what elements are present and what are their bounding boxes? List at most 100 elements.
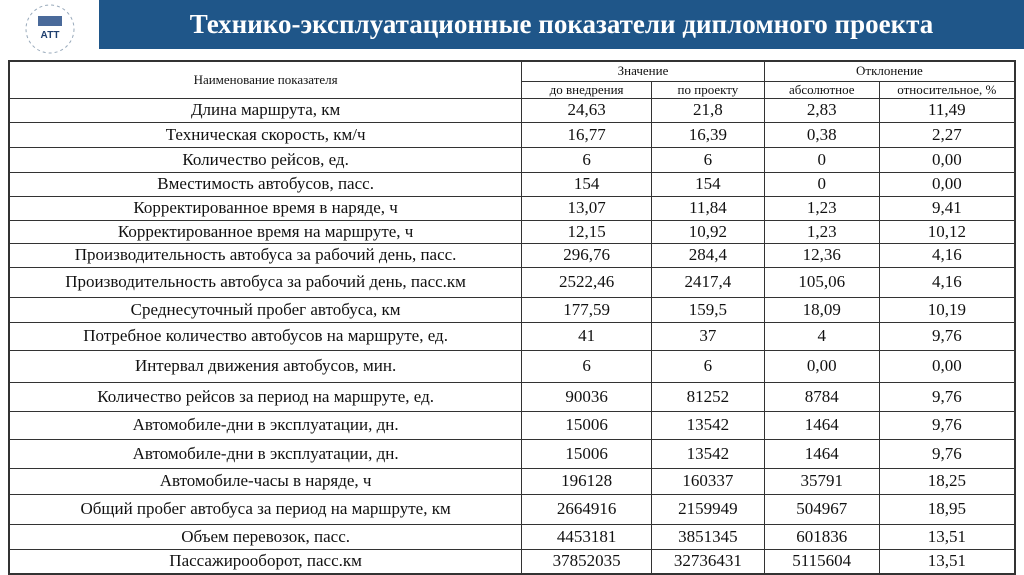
indicator-name: Объем перевозок, пасс. [8,523,523,550]
cell-value: 15006 [521,438,652,469]
cell-value: 12,15 [521,219,652,244]
indicator-name: Среднесуточный пробег автобуса, км [8,296,523,323]
cell-value: 1,23 [763,195,880,221]
cell-value: 601836 [763,523,880,550]
cell-value: 16,77 [521,121,652,148]
cell-value: 1464 [763,410,880,440]
cell-value: 13,51 [878,548,1016,575]
table-row: Количество рейсов, ед. 6 6 0 0,00 [8,146,1016,173]
cell-value: 196128 [521,467,652,495]
cell-value: 6 [650,146,765,173]
indicator-name: Пассажирооборот, пасс.км [8,548,523,575]
cell-value: 0 [763,171,880,197]
table-row: Длина маршрута, км 24,63 21,8 2,83 11,49 [8,97,1016,123]
cell-value: 10,92 [650,219,765,244]
cell-value: 81252 [650,381,765,412]
header-absolute: абсолютное [763,80,880,99]
cell-value: 177,59 [521,296,652,323]
cell-value: 15006 [521,410,652,440]
table-row: Автомобиле-дни в эксплуатации, дн. 15006 1… [8,410,1016,440]
cell-value: 159,5 [650,296,765,323]
cell-value: 32736431 [650,548,765,575]
indicator-name: Производительность автобуса за рабочий д… [8,266,523,298]
indicator-name: Автомобиле-часы в наряде, ч [8,467,523,495]
indicator-name: Интервал движения автобусов, мин. [8,349,523,383]
table-row: Автомобиле-дни в эксплуатации, дн. 15006 1… [8,438,1016,469]
logo: АТТ [14,2,86,56]
table-row: Корректированное время в наряде, ч 13,07 1… [8,195,1016,221]
table-row: Общий пробег автобуса за период на маршр… [8,493,1016,525]
cell-value: 105,06 [763,266,880,298]
logo-text: АТТ [41,30,60,41]
header-deviation: Отклонение [763,60,1016,82]
table-row: Среднесуточный пробег автобуса, км 177,59… [8,296,1016,323]
cell-value: 0,00 [763,349,880,383]
cell-value: 504967 [763,493,880,525]
table-row: Пассажирооборот, пасс.км 37852035 32736431… [8,548,1016,575]
cell-value: 90036 [521,381,652,412]
table-row: Количество рейсов за период на маршруте,… [8,381,1016,412]
cell-value: 4,16 [878,266,1016,298]
cell-value: 21,8 [650,97,765,123]
cell-value: 0,00 [878,349,1016,383]
cell-value: 1464 [763,438,880,469]
header-before: до внедрения [521,80,652,99]
indicator-name: Корректированное время в наряде, ч [8,195,523,221]
cell-value: 8784 [763,381,880,412]
cell-value: 18,95 [878,493,1016,525]
table-row: Корректированное время на маршруте, ч 12,… [8,219,1016,244]
cell-value: 9,76 [878,410,1016,440]
cell-value: 296,76 [521,242,652,268]
header-name: Наименование показателя [8,60,523,99]
indicator-name: Автомобиле-дни в эксплуатации, дн. [8,438,523,469]
table-row: Автомобиле-часы в наряде, ч 196128 160337 3… [8,467,1016,495]
table-row: Производительность автобуса за рабочий д… [8,266,1016,298]
cell-value: 154 [521,171,652,197]
cell-value: 13,51 [878,523,1016,550]
cell-value: 0 [763,146,880,173]
cell-value: 0,00 [878,146,1016,173]
cell-value: 160337 [650,467,765,495]
cell-value: 37 [650,321,765,351]
cell-value: 9,41 [878,195,1016,221]
cell-value: 9,76 [878,321,1016,351]
cell-value: 2159949 [650,493,765,525]
header-value: Значение [521,60,765,82]
cell-value: 5115604 [763,548,880,575]
cell-value: 9,76 [878,438,1016,469]
cell-value: 4 [763,321,880,351]
cell-value: 0,38 [763,121,880,148]
header-project: по проекту [650,80,765,99]
cell-value: 2,83 [763,97,880,123]
indicator-name: Количество рейсов, ед. [8,146,523,173]
cell-value: 6 [521,349,652,383]
indicator-name: Длина маршрута, км [8,97,523,123]
cell-value: 6 [521,146,652,173]
cell-value: 154 [650,171,765,197]
cell-value: 16,39 [650,121,765,148]
cell-value: 1,23 [763,219,880,244]
cell-value: 24,63 [521,97,652,123]
indicator-name: Количество рейсов за период на маршруте,… [8,381,523,412]
cell-value: 0,00 [878,171,1016,197]
cell-value: 6 [650,349,765,383]
cell-value: 12,36 [763,242,880,268]
cell-value: 18,25 [878,467,1016,495]
indicator-name: Автомобиле-дни в эксплуатации, дн. [8,410,523,440]
cell-value: 13542 [650,438,765,469]
indicator-name: Техническая скорость, км/ч [8,121,523,148]
cell-value: 18,09 [763,296,880,323]
cell-value: 35791 [763,467,880,495]
cell-value: 11,84 [650,195,765,221]
table-row: Техническая скорость, км/ч 16,77 16,39 0,38… [8,121,1016,148]
cell-value: 4,16 [878,242,1016,268]
cell-value: 2417,4 [650,266,765,298]
table-row: Объем перевозок, пасс. 4453181 3851345 6018… [8,523,1016,550]
table-row: Вместимость автобусов, пасс. 154 154 0 0,00 [8,171,1016,197]
cell-value: 4453181 [521,523,652,550]
cell-value: 9,76 [878,381,1016,412]
cell-value: 11,49 [878,97,1016,123]
indicator-name: Производительность автобуса за рабочий д… [8,242,523,268]
page-title: Технико-эксплуатационные показатели дипл… [99,0,1024,49]
table-row: Интервал движения автобусов, мин. 6 6 0,00 0… [8,349,1016,383]
